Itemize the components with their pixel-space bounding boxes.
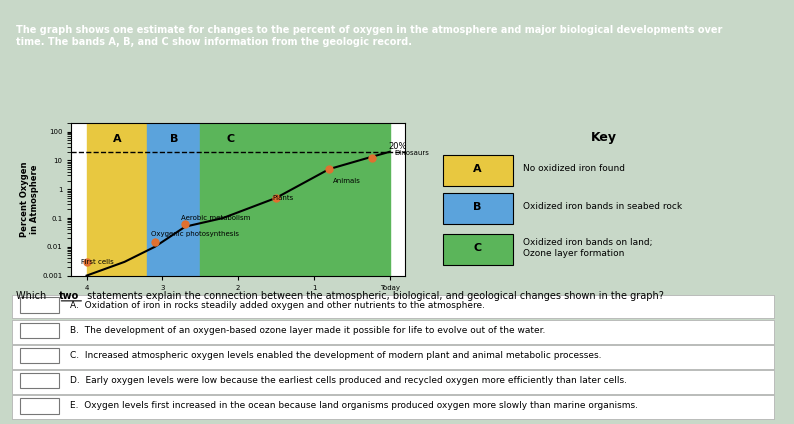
Text: Plants: Plants (272, 195, 294, 201)
Text: A: A (113, 134, 121, 145)
Text: C.  Increased atmospheric oxygen levels enabled the development of modern plant : C. Increased atmospheric oxygen levels e… (70, 351, 602, 360)
Text: B: B (170, 134, 178, 145)
FancyBboxPatch shape (12, 295, 774, 318)
FancyBboxPatch shape (20, 323, 59, 338)
Text: First cells: First cells (80, 259, 114, 265)
Text: Key: Key (591, 131, 616, 144)
Bar (87, 123, 147, 276)
Text: Oxygenic photosynthesis: Oxygenic photosynthesis (151, 231, 239, 237)
Text: A.  Oxidation of iron in rocks steadily added oxygen and other nutrients to the : A. Oxidation of iron in rocks steadily a… (70, 301, 485, 310)
Text: The graph shows one estimate for changes to the percent of oxygen in the atmosph: The graph shows one estimate for changes… (16, 25, 722, 47)
Text: Which: Which (16, 291, 49, 301)
FancyBboxPatch shape (20, 373, 59, 388)
Text: two: two (59, 291, 79, 301)
Text: A: A (473, 164, 482, 174)
FancyBboxPatch shape (443, 234, 513, 265)
X-axis label: Billions of Years Ago: Billions of Years Ago (190, 296, 287, 305)
Text: Dinosaurs: Dinosaurs (395, 150, 430, 156)
Text: C: C (473, 243, 482, 253)
FancyBboxPatch shape (12, 370, 774, 394)
Bar (200, 123, 390, 276)
FancyBboxPatch shape (443, 155, 513, 186)
Text: D.  Early oxygen levels were low because the earliest cells produced and recycle: D. Early oxygen levels were low because … (70, 376, 627, 385)
Text: 20%: 20% (388, 142, 407, 151)
Text: Oxidized iron bands in seabed rock: Oxidized iron bands in seabed rock (523, 202, 682, 212)
Text: B.  The development of an oxygen-based ozone layer made it possible for life to : B. The development of an oxygen-based oz… (70, 326, 545, 335)
FancyBboxPatch shape (12, 345, 774, 369)
Text: B: B (473, 202, 482, 212)
Text: statements explain the connection between the atmospheric, biological, and geolo: statements explain the connection betwee… (84, 291, 664, 301)
FancyBboxPatch shape (20, 297, 59, 313)
FancyBboxPatch shape (12, 395, 774, 419)
Text: No oxidized iron found: No oxidized iron found (523, 164, 625, 173)
FancyBboxPatch shape (443, 193, 513, 224)
FancyBboxPatch shape (20, 398, 59, 413)
Bar (147, 123, 200, 276)
Text: C: C (226, 134, 235, 145)
FancyBboxPatch shape (12, 320, 774, 343)
Y-axis label: Percent Oxygen
in Atmosphere: Percent Oxygen in Atmosphere (20, 162, 40, 237)
Text: Animals: Animals (333, 178, 360, 184)
Text: E.  Oxygen levels first increased in the ocean because land organisms produced o: E. Oxygen levels first increased in the … (70, 401, 638, 410)
Text: Aerobic metabolism: Aerobic metabolism (181, 215, 251, 221)
Text: Oxidized iron bands on land;
Ozone layer formation: Oxidized iron bands on land; Ozone layer… (523, 238, 653, 258)
FancyBboxPatch shape (20, 348, 59, 363)
